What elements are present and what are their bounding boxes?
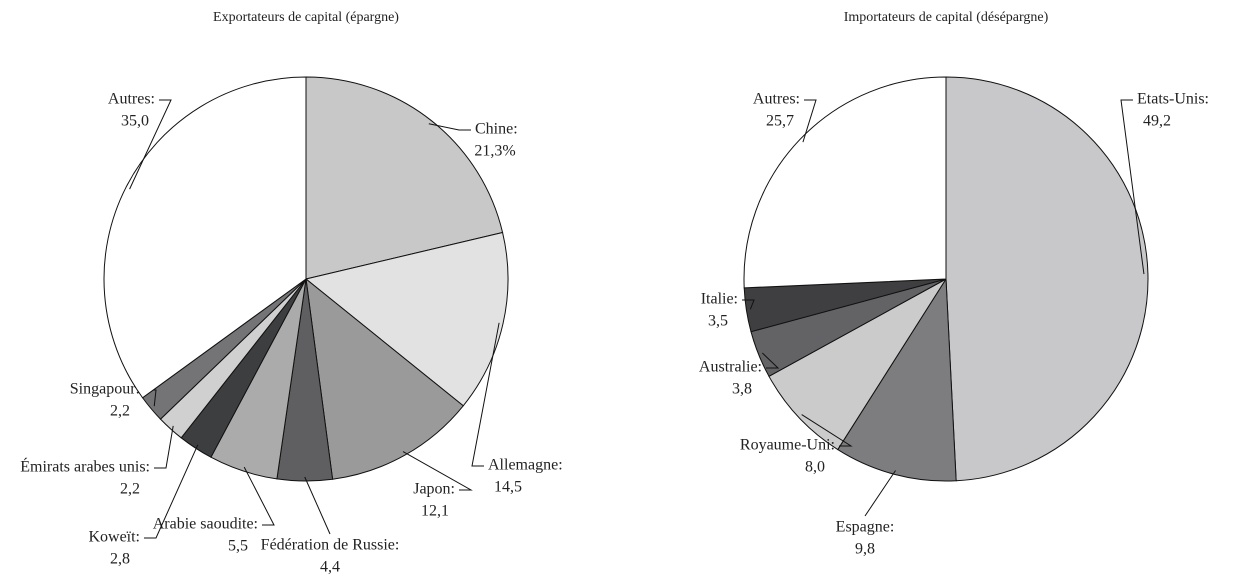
pie-slice <box>103 76 307 399</box>
pie-slice <box>305 277 464 480</box>
slice-label: Arabie saoudite: <box>153 516 258 533</box>
value-label: 5,5 <box>228 538 248 555</box>
pie-slice <box>305 76 504 280</box>
slice-label: Italie: <box>701 291 738 308</box>
value-label: 25,7 <box>766 113 794 130</box>
slice-label: Royaume-Uni: <box>740 437 835 454</box>
leader-line <box>402 451 473 491</box>
leader-line <box>144 444 199 539</box>
slice-label: Japon: <box>413 481 455 498</box>
pie-slice <box>743 76 947 289</box>
slice-label: Allemagne: <box>488 457 563 474</box>
value-label: 4,4 <box>320 559 340 576</box>
leader-line <box>154 425 174 469</box>
value-label: 12,1 <box>421 503 449 520</box>
leader-line <box>129 99 172 190</box>
value-label: 49,2 <box>1143 113 1171 130</box>
leader-line <box>428 123 471 131</box>
value-label: 35,0 <box>121 113 149 130</box>
slice-label: Singapour: <box>70 381 140 398</box>
pie-slice <box>304 231 509 407</box>
pie-slice <box>837 277 957 482</box>
slice-label: Etats-Unis: <box>1137 91 1209 108</box>
pie-slice <box>768 278 947 451</box>
slice-label: Émirats arabes unis: <box>20 457 150 476</box>
leader-line <box>864 470 896 517</box>
leader-line <box>742 299 755 310</box>
pie-slice <box>945 76 1149 482</box>
slice-label: Australie: <box>699 359 762 376</box>
value-label: 21,3% <box>474 143 515 160</box>
value-label: 2,8 <box>110 551 130 568</box>
leader-line <box>801 414 853 447</box>
value-label: 3,8 <box>732 381 752 398</box>
chart-title: Exportateurs de capital (épargne) <box>213 10 399 25</box>
value-label: 9,8 <box>855 541 875 558</box>
value-label: 14,5 <box>494 479 522 496</box>
slice-label: Autres: <box>108 91 155 108</box>
slice-label: Fédération de Russie: <box>261 537 400 554</box>
value-label: 2,2 <box>120 481 140 498</box>
chart-title: Importateurs de capital (désépargne) <box>844 10 1049 25</box>
leader-line <box>762 352 780 369</box>
slice-label: Chine: <box>475 121 518 138</box>
leader-line <box>802 99 817 143</box>
slice-label: Autres: <box>753 91 800 108</box>
value-label: 2,2 <box>110 403 130 420</box>
value-label: 3,5 <box>708 313 728 330</box>
leader-line <box>471 322 500 467</box>
slice-label: Espagne: <box>836 519 895 536</box>
leader-line <box>243 466 275 526</box>
value-label: 8,0 <box>805 459 825 476</box>
leader-line <box>1120 99 1145 275</box>
slice-label: Koweït: <box>88 529 140 546</box>
leader-line <box>304 476 331 535</box>
